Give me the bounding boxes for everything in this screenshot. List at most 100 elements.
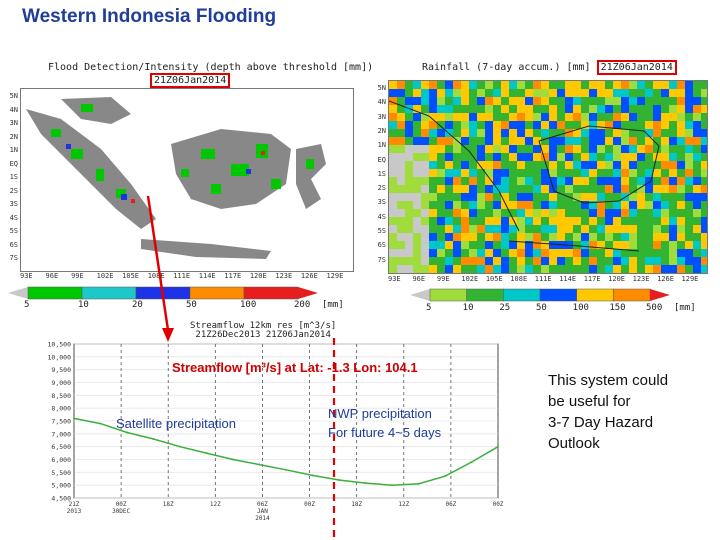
lat-tick: 7S (9, 254, 18, 263)
rain-pixel (413, 177, 421, 185)
rain-pixel (701, 161, 707, 169)
rain-pixel (397, 217, 405, 225)
rain-pixel (677, 81, 685, 89)
rain-pixel (685, 145, 693, 153)
rain-pixel (573, 201, 581, 209)
rain-pixel (477, 121, 485, 129)
rain-pixel (509, 137, 517, 145)
rain-pixel (469, 137, 477, 145)
rain-pixel (405, 129, 413, 137)
rain-pixel (629, 257, 637, 265)
lon-tick: 102E (461, 275, 479, 283)
rain-pixel (533, 177, 541, 185)
rain-pixel (557, 177, 565, 185)
rain-pixel (525, 257, 533, 265)
y-tick-label: 6,000 (51, 456, 71, 464)
streamflow-point (126, 431, 128, 434)
rain-pixel (405, 185, 413, 193)
rain-pixel (437, 145, 445, 153)
rain-pixel (645, 97, 653, 105)
lon-tick: 129E (326, 272, 344, 280)
rain-pixel (517, 257, 525, 265)
rain-pixel (661, 225, 669, 233)
rain-pixel (629, 145, 637, 153)
rain-pixel (685, 121, 693, 129)
lon-tick: 99E (436, 275, 450, 283)
lat-tick: 4N (9, 105, 18, 114)
rain-pixel (629, 153, 637, 161)
y-tick-label: 7,500 (51, 418, 71, 426)
rain-pixel (549, 193, 557, 201)
side-note: This system could be useful for 3-7 Day … (548, 370, 708, 454)
rain-pixel (445, 241, 453, 249)
rain-pixel (701, 201, 707, 209)
rain-pixel (477, 241, 485, 249)
rain-pixel (645, 265, 653, 273)
rain-pixel (437, 265, 445, 273)
rain-pixel (445, 257, 453, 265)
rain-pixel (493, 161, 501, 169)
rain-pixel (549, 209, 557, 217)
rain-pixel (581, 225, 589, 233)
rain-pixel (485, 81, 493, 89)
rain-pixel (581, 145, 589, 153)
rain-pixel (565, 137, 573, 145)
streamflow-point (99, 422, 102, 425)
rain-pixel (413, 249, 421, 257)
rain-pixel (477, 89, 485, 97)
rain-pixel (701, 153, 707, 161)
rain-pixel (533, 265, 541, 273)
rain-pixel (629, 209, 637, 217)
x-tick-label: 21Z (69, 501, 80, 508)
rain-pixel (389, 265, 397, 273)
colorbar-label: 500 (646, 303, 663, 313)
rain-pixel (469, 97, 477, 105)
rain-pixel (389, 145, 397, 153)
rain-pixel (629, 201, 637, 209)
rain-pixel (525, 233, 533, 241)
lon-tick: 111E (534, 275, 552, 283)
rain-pixel (701, 217, 707, 225)
rain-pixel (581, 217, 589, 225)
streamflow-point (311, 474, 314, 477)
rain-pixel (661, 193, 669, 201)
rain-pixel (461, 161, 469, 169)
rain-pixel (605, 137, 613, 145)
rain-pixel (637, 121, 645, 129)
rain-pixel (701, 121, 707, 129)
lon-tick: 120E (608, 275, 625, 283)
rain-pixel (405, 209, 413, 217)
rain-pixel (629, 233, 637, 241)
rain-pixel (461, 97, 469, 105)
rain-pixel (429, 177, 437, 185)
rain-pixel (629, 169, 637, 177)
rain-pixel (549, 233, 557, 241)
rain-pixel (573, 233, 581, 241)
lon-tick: 117E (583, 275, 601, 283)
colorbar-label: 100 (572, 303, 589, 313)
rain-pixel (509, 265, 517, 273)
rain-pixel (581, 105, 589, 113)
rain-pixel (685, 153, 693, 161)
rain-pixel (693, 129, 701, 137)
rain-pixel (573, 241, 581, 249)
rain-pixel (549, 249, 557, 257)
rain-pixel (669, 249, 677, 257)
rain-pixel (557, 129, 565, 137)
rain-pixel (533, 209, 541, 217)
rain-pixel (597, 185, 605, 193)
rain-pixel (541, 129, 549, 137)
rain-pixel (533, 145, 541, 153)
rain-pixel (629, 177, 637, 185)
rain-pixel (613, 121, 621, 129)
rain-pixel (645, 89, 653, 97)
rain-pixel (453, 89, 461, 97)
rain-pixel (429, 225, 437, 233)
rain-pixel (669, 209, 677, 217)
rain-pixel (485, 225, 493, 233)
rain-pixel (541, 81, 549, 89)
rain-pixel (477, 217, 485, 225)
rain-pixel (533, 89, 541, 97)
coastline (538, 125, 660, 204)
rain-pixel (637, 169, 645, 177)
